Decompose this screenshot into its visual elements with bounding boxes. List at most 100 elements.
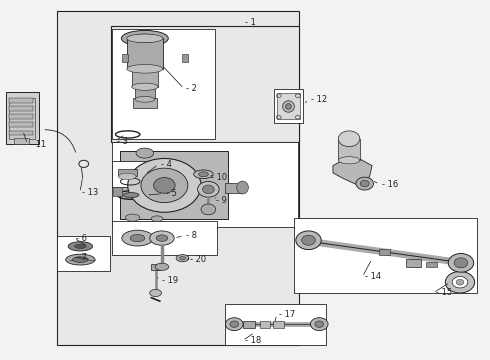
Ellipse shape [141, 168, 188, 203]
Ellipse shape [237, 181, 248, 194]
Ellipse shape [194, 170, 213, 179]
Polygon shape [333, 155, 372, 187]
Ellipse shape [150, 231, 174, 245]
Ellipse shape [179, 256, 185, 260]
Text: - 8: - 8 [186, 231, 197, 240]
Bar [112, 161, 163, 187]
Bar [132, 67, 158, 87]
Bar [379, 249, 390, 255]
Bar [8, 98, 35, 139]
Bar [9, 131, 33, 135]
Bar [225, 304, 326, 345]
Bar [112, 221, 217, 255]
Bar [9, 106, 33, 111]
Ellipse shape [198, 172, 208, 177]
Ellipse shape [127, 34, 163, 42]
Bar [260, 320, 270, 328]
Bar [113, 187, 122, 196]
Ellipse shape [456, 279, 464, 285]
Ellipse shape [202, 185, 214, 194]
Ellipse shape [283, 101, 294, 112]
Text: - 10: - 10 [211, 173, 227, 182]
Bar [151, 264, 160, 270]
Text: - 1: - 1 [245, 18, 256, 27]
Ellipse shape [136, 148, 154, 158]
Ellipse shape [128, 158, 201, 212]
Bar [14, 138, 29, 144]
Ellipse shape [122, 31, 168, 46]
Ellipse shape [66, 254, 95, 265]
Text: - 3: - 3 [117, 137, 128, 146]
Text: - 14: - 14 [365, 272, 381, 281]
Bar [294, 218, 477, 293]
Ellipse shape [68, 242, 93, 251]
Ellipse shape [454, 258, 468, 268]
Ellipse shape [286, 104, 292, 109]
Text: - 4: - 4 [161, 160, 172, 169]
Bar [182, 54, 188, 62]
Bar [138, 234, 163, 242]
Ellipse shape [125, 214, 140, 221]
Ellipse shape [225, 318, 243, 330]
Bar [57, 12, 299, 345]
Ellipse shape [73, 257, 88, 262]
Ellipse shape [131, 34, 159, 42]
Bar [277, 93, 300, 119]
Bar [225, 183, 243, 193]
Ellipse shape [176, 255, 189, 262]
Bar [111, 26, 299, 142]
Bar [338, 139, 360, 160]
Ellipse shape [448, 253, 474, 272]
Ellipse shape [302, 235, 316, 245]
Ellipse shape [356, 177, 373, 190]
Ellipse shape [296, 231, 321, 249]
Bar [426, 262, 437, 267]
Bar [243, 320, 255, 328]
Ellipse shape [360, 180, 369, 187]
Text: - 5: - 5 [166, 189, 177, 198]
Ellipse shape [445, 271, 475, 293]
Ellipse shape [338, 131, 360, 147]
Ellipse shape [452, 276, 468, 288]
Text: - 6: - 6 [76, 234, 87, 243]
Ellipse shape [311, 318, 328, 330]
Text: - 13: - 13 [82, 188, 98, 197]
Bar [273, 320, 284, 328]
Text: - 19: - 19 [162, 276, 178, 285]
Bar [118, 168, 137, 176]
Ellipse shape [315, 321, 324, 327]
Ellipse shape [150, 289, 161, 297]
Text: - 11: - 11 [30, 140, 46, 149]
Ellipse shape [127, 64, 163, 73]
Ellipse shape [119, 173, 136, 180]
Ellipse shape [151, 216, 163, 222]
Ellipse shape [230, 321, 239, 327]
Text: - 18: - 18 [245, 336, 261, 345]
Bar [57, 235, 110, 271]
Ellipse shape [122, 230, 153, 246]
Text: - 12: - 12 [311, 95, 327, 104]
Ellipse shape [130, 234, 145, 242]
Ellipse shape [197, 181, 219, 197]
Bar [9, 114, 33, 119]
Ellipse shape [74, 244, 86, 248]
Text: - 17: - 17 [279, 310, 295, 319]
Bar [112, 142, 298, 226]
Bar [122, 54, 128, 62]
Text: - 20: - 20 [190, 255, 206, 264]
Text: - 2: - 2 [186, 84, 197, 93]
Bar [127, 39, 163, 69]
Ellipse shape [155, 263, 169, 270]
Ellipse shape [201, 204, 216, 215]
Ellipse shape [135, 96, 155, 102]
Bar [274, 89, 303, 123]
Text: - 16: - 16 [382, 180, 398, 189]
Text: - 7: - 7 [76, 253, 87, 262]
Bar [135, 86, 155, 99]
Bar [406, 259, 421, 267]
Ellipse shape [338, 157, 360, 164]
Ellipse shape [156, 235, 168, 241]
Bar [121, 151, 228, 220]
Ellipse shape [154, 177, 175, 193]
Bar [9, 98, 33, 103]
